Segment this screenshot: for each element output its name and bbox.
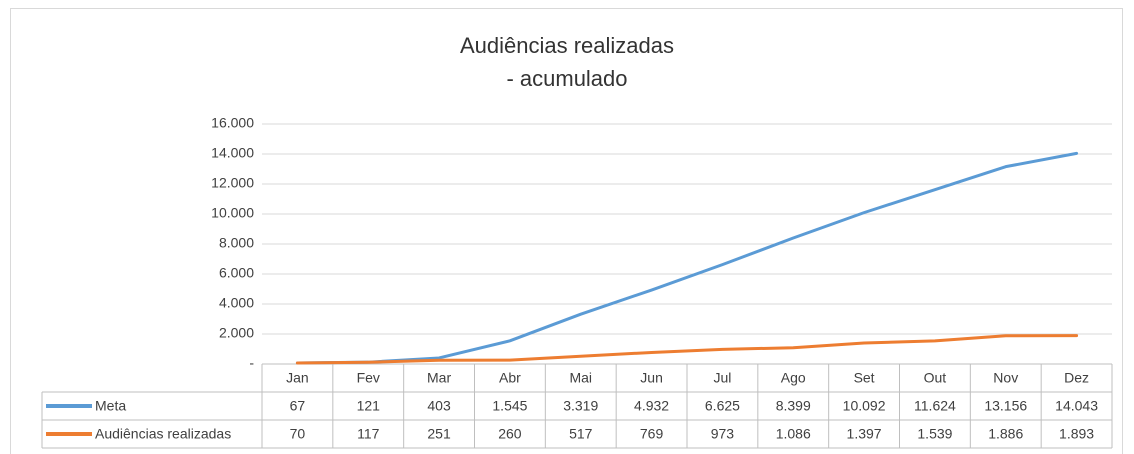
- table-value: 973: [711, 426, 735, 442]
- table-value: 8.399: [776, 398, 811, 414]
- chart-title: - acumulado: [506, 66, 627, 91]
- chart-title: Audiências realizadas: [460, 33, 674, 58]
- table-value: 3.319: [563, 398, 598, 414]
- x-tick-label: Mai: [569, 370, 592, 386]
- y-tick-label: 4.000: [219, 295, 254, 311]
- table-value: 10.092: [843, 398, 886, 414]
- table-value: 1.397: [847, 426, 882, 442]
- y-tick-label: 14.000: [211, 145, 254, 161]
- x-tick-label: Nov: [993, 370, 1018, 386]
- table-value: 1.893: [1059, 426, 1094, 442]
- x-tick-label: Jul: [713, 370, 731, 386]
- table-value: 251: [427, 426, 451, 442]
- table-value: 121: [357, 398, 381, 414]
- x-tick-label: Fev: [357, 370, 380, 386]
- table-value: 769: [640, 426, 664, 442]
- legend-label: Meta: [95, 398, 126, 414]
- x-tick-label: Jun: [640, 370, 663, 386]
- table-value: 1.086: [776, 426, 811, 442]
- table-value: 260: [498, 426, 522, 442]
- legend-label: Audiências realizadas: [95, 426, 231, 442]
- table-value: 14.043: [1055, 398, 1098, 414]
- table-value: 1.545: [492, 398, 527, 414]
- series-line: [295, 151, 1079, 365]
- y-tick-label: 12.000: [211, 175, 254, 191]
- table-value: 11.624: [914, 398, 956, 414]
- table-value: 13.156: [984, 398, 1027, 414]
- table-value: 1.886: [988, 426, 1023, 442]
- chart-frame: [10, 8, 1123, 454]
- y-tick-label: 16.000: [211, 115, 254, 131]
- series-line: [295, 334, 1079, 365]
- x-tick-label: Set: [854, 370, 875, 386]
- table-value: 517: [569, 426, 593, 442]
- table-value: 4.932: [634, 398, 669, 414]
- table-value: 6.625: [705, 398, 740, 414]
- table-value: 403: [427, 398, 451, 414]
- table-value: 67: [290, 398, 306, 414]
- x-tick-label: Out: [924, 370, 947, 386]
- table-value: 70: [290, 426, 306, 442]
- y-tick-label: 10.000: [211, 205, 254, 221]
- x-tick-label: Abr: [499, 370, 521, 386]
- x-tick-label: Jan: [286, 370, 309, 386]
- y-tick-label: 8.000: [219, 235, 254, 251]
- table-value: 117: [357, 426, 380, 442]
- table-value: 1.539: [917, 426, 952, 442]
- x-tick-label: Ago: [781, 370, 806, 386]
- x-tick-label: Dez: [1064, 370, 1089, 386]
- y-tick-label: 2.000: [219, 325, 254, 341]
- y-tick-label: -: [249, 355, 254, 371]
- y-tick-label: 6.000: [219, 265, 254, 281]
- x-tick-label: Mar: [427, 370, 451, 386]
